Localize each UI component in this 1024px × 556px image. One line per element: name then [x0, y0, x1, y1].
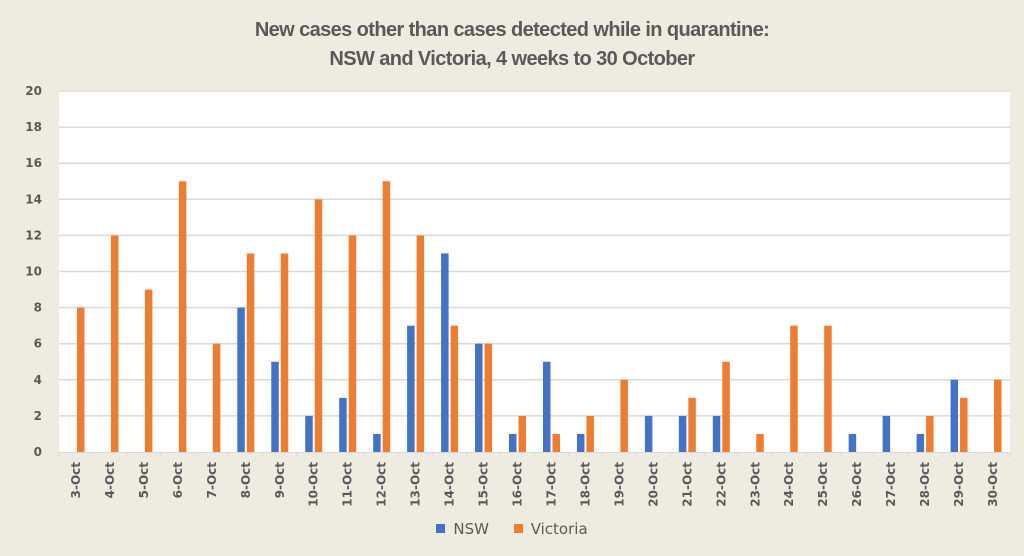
- y-tick-label: 16: [25, 156, 42, 170]
- y-axis-ticks: 0 2 4 6 8 10 12 14 16 18 20: [25, 84, 42, 459]
- bar-victoria-17-oct: [552, 433, 560, 452]
- bar-victoria-13-oct: [416, 235, 425, 452]
- bar-victoria-7-oct: [212, 343, 221, 452]
- x-tick-label: 23-Oct: [748, 462, 762, 507]
- bar-nsw-27-oct: [882, 415, 891, 452]
- bar-nsw-13-oct: [407, 325, 415, 452]
- bar-victoria-25-oct: [824, 325, 832, 452]
- bar-nsw-18-oct: [576, 433, 585, 452]
- legend-item-victoria: Victoria: [513, 520, 588, 538]
- x-tick-label: 20-Oct: [646, 462, 660, 507]
- legend-swatch-victoria: [513, 524, 523, 533]
- x-tick-label: 30-Oct: [986, 462, 1000, 507]
- x-tick-label: 16-Oct: [511, 462, 525, 507]
- y-tick-label: 18: [25, 120, 42, 134]
- legend-item-nsw: NSW: [436, 520, 489, 538]
- bar-victoria-30-oct: [994, 379, 1002, 452]
- legend-swatch-nsw: [436, 524, 446, 533]
- bar-nsw-17-oct: [542, 361, 551, 452]
- x-tick-label: 5-Oct: [137, 462, 151, 499]
- x-tick-label: 17-Oct: [544, 462, 558, 507]
- legend-label-nsw: NSW: [453, 520, 489, 538]
- x-tick-label: 12-Oct: [375, 462, 389, 507]
- x-tick-label: 15-Oct: [477, 462, 491, 507]
- bar-nsw-10-oct: [305, 415, 313, 452]
- x-tick-label: 14-Oct: [443, 462, 457, 507]
- y-tick-label: 14: [25, 192, 42, 206]
- x-tick-label: 6-Oct: [171, 462, 185, 499]
- bar-nsw-8-oct: [237, 307, 245, 452]
- y-tick-label: 10: [25, 265, 42, 279]
- bar-nsw-15-oct: [475, 343, 483, 452]
- legend: NSW Victoria: [0, 520, 1024, 538]
- bar-nsw-11-oct: [339, 397, 347, 452]
- chart-title-line-1: New cases other than cases detected whil…: [254, 19, 770, 41]
- bar-victoria-29-oct: [960, 397, 968, 452]
- bar-victoria-3-oct: [76, 307, 85, 452]
- bar-victoria-8-oct: [246, 253, 255, 452]
- bar-nsw-9-oct: [271, 361, 279, 452]
- bar-victoria-6-oct: [178, 181, 187, 452]
- bar-nsw-14-oct: [441, 253, 449, 452]
- bar-victoria-19-oct: [620, 379, 628, 452]
- x-tick-label: 27-Oct: [884, 462, 898, 507]
- y-tick-label: 12: [25, 228, 42, 242]
- bar-victoria-5-oct: [144, 289, 153, 452]
- bar-victoria-10-oct: [314, 199, 323, 452]
- bar-nsw-28-oct: [916, 433, 925, 452]
- bar-nsw-29-oct: [950, 379, 959, 452]
- bar-victoria-11-oct: [348, 235, 357, 452]
- bar-victoria-23-oct: [756, 433, 764, 452]
- x-tick-label: 4-Oct: [103, 462, 117, 499]
- bar-nsw-16-oct: [509, 433, 517, 452]
- x-tick-label: 19-Oct: [612, 462, 626, 507]
- x-tick-label: 10-Oct: [307, 462, 321, 507]
- y-tick-label: 0: [34, 445, 42, 459]
- y-tick-label: 4: [34, 373, 42, 387]
- bar-nsw-22-oct: [712, 415, 721, 452]
- x-tick-label: 21-Oct: [680, 462, 694, 507]
- bar-victoria-21-oct: [688, 397, 696, 452]
- y-tick-label: 20: [25, 84, 42, 98]
- x-tick-label: 18-Oct: [578, 462, 592, 507]
- bars: [76, 181, 1002, 452]
- legend-label-victoria: Victoria: [530, 520, 588, 538]
- x-tick-label: 9-Oct: [273, 462, 287, 499]
- bar-victoria-14-oct: [450, 325, 459, 452]
- x-axis-ticks: 3-Oct 4-Oct 5-Oct 6-Oct 7-Oct 8-Oct 9-Oct 10-Oc…: [58, 452, 1011, 507]
- bar-victoria-18-oct: [586, 415, 594, 452]
- bar-victoria-16-oct: [518, 415, 527, 452]
- x-tick-label: 24-Oct: [782, 462, 796, 507]
- bar-victoria-15-oct: [484, 343, 493, 452]
- bar-victoria-9-oct: [280, 253, 289, 452]
- bar-nsw-12-oct: [373, 433, 381, 452]
- x-tick-label: 29-Oct: [952, 462, 966, 507]
- x-tick-label: 13-Oct: [409, 462, 423, 507]
- y-tick-label: 6: [34, 337, 42, 351]
- x-tick-label: 8-Oct: [239, 462, 253, 499]
- bar-nsw-20-oct: [644, 415, 653, 452]
- bar-victoria-4-oct: [110, 235, 119, 452]
- y-tick-label: 8: [34, 301, 42, 315]
- bar-nsw-21-oct: [678, 415, 687, 452]
- chart-title-line-2: NSW and Victoria, 4 weeks to 30 October: [329, 48, 695, 70]
- x-tick-label: 3-Oct: [69, 462, 83, 499]
- bar-victoria-28-oct: [926, 415, 934, 452]
- x-tick-label: 11-Oct: [341, 462, 355, 507]
- x-tick-label: 7-Oct: [205, 462, 219, 499]
- x-tick-label: 28-Oct: [918, 462, 932, 507]
- x-tick-label: 22-Oct: [714, 462, 728, 507]
- chart-title: New cases other than cases detected whil…: [0, 16, 1024, 74]
- bar-victoria-24-oct: [790, 325, 798, 452]
- y-tick-label: 2: [34, 409, 42, 423]
- x-tick-label: 26-Oct: [850, 462, 864, 507]
- bar-nsw-26-oct: [848, 433, 857, 452]
- x-tick-label: 25-Oct: [816, 462, 830, 507]
- bar-victoria-12-oct: [382, 181, 391, 452]
- bar-victoria-22-oct: [722, 361, 730, 452]
